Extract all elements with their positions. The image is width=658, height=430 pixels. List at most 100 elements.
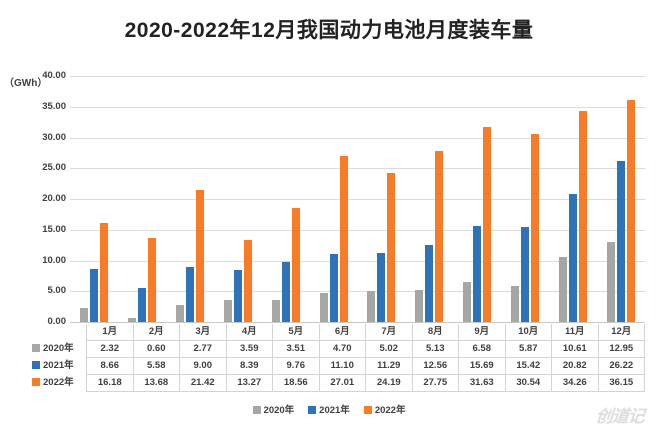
bar-2022年-11月[interactable] <box>579 111 588 322</box>
bar-2020年-2月[interactable] <box>127 318 136 322</box>
y-tick-label: 15.00 <box>42 223 66 235</box>
bar-2022年-9月[interactable] <box>483 127 492 322</box>
bar-2021年-9月[interactable] <box>473 225 482 322</box>
bar-2021年-12月[interactable] <box>617 160 626 322</box>
table-cell: 15.69 <box>458 357 506 375</box>
bar-2020年-9月[interactable] <box>463 281 472 322</box>
bar-2020年-10月[interactable] <box>511 285 520 322</box>
gridline-40.00 <box>70 76 645 77</box>
bar-2021年-4月[interactable] <box>233 270 242 322</box>
table-column-header: 2月 <box>132 324 180 341</box>
bar-2021年-8月[interactable] <box>425 244 434 322</box>
legend-item-2020年[interactable]: 2020年 <box>252 402 294 416</box>
bar-2020年-1月[interactable] <box>79 307 88 322</box>
y-axis-unit-label: （GWh） <box>4 78 48 89</box>
table-row: 2021年 8.66 5.58 9.00 8.39 9.76 11.10 11.29 12.56… <box>28 357 645 375</box>
bar-2021年-10月[interactable] <box>521 227 530 322</box>
bar-2020年-5月[interactable] <box>271 300 280 322</box>
y-tick-label: 40.00 <box>42 70 66 81</box>
table-header-row: 1月 2月 3月 4月 5月 6月 7月 8月 9月 10月 11月 12月 <box>28 324 645 341</box>
bar-2020年-8月[interactable] <box>415 290 424 322</box>
table-cell: 12.95 <box>597 340 645 358</box>
table-column-header: 9月 <box>458 324 506 341</box>
gridline-15.00 <box>70 229 645 231</box>
gridline-0.00 <box>70 322 645 323</box>
bar-group <box>166 76 214 322</box>
series-color-swatch-icon <box>32 378 40 387</box>
chart-title: 2020-2022年12月我国动力电池月度装车量 <box>124 19 534 42</box>
table-cell: 18.56 <box>272 374 320 392</box>
y-tick-label: 30.00 <box>42 131 66 143</box>
gridline-35.00 <box>70 106 645 108</box>
table-cell: 3.59 <box>225 340 273 358</box>
bar-group <box>358 76 406 322</box>
bar-2022年-8月[interactable] <box>435 151 444 322</box>
bar-2021年-6月[interactable] <box>329 253 338 322</box>
watermark: 创道记 <box>594 407 645 426</box>
legend-color-swatch-icon <box>252 406 261 414</box>
bar-2022年-12月[interactable] <box>627 99 636 322</box>
legend-item-2022年[interactable]: 2022年 <box>363 402 405 416</box>
legend-color-swatch-icon <box>308 406 317 414</box>
table-cell: 31.63 <box>458 374 506 392</box>
bar-2021年-2月[interactable] <box>137 287 146 322</box>
table-series-key: 2021年 <box>28 357 87 375</box>
table-cell: 26.22 <box>597 357 645 375</box>
bar-2021年-11月[interactable] <box>569 193 578 322</box>
table-cell: 11.10 <box>318 357 366 375</box>
bar-2022年-5月[interactable] <box>291 207 300 322</box>
table-cell: 0.60 <box>132 340 180 358</box>
bar-2022年-1月[interactable] <box>99 222 108 322</box>
legend-item-2021年[interactable]: 2021年 <box>308 402 350 416</box>
gridline-20.00 <box>70 199 645 200</box>
bar-2020年-6月[interactable] <box>319 293 328 322</box>
series-color-swatch-icon <box>32 344 40 353</box>
table-cell: 8.39 <box>225 357 273 375</box>
table-corner-cell <box>28 324 87 341</box>
table-column-header: 11月 <box>551 324 599 341</box>
y-axis-tick-labels: 40.00 35.00 30.00 25.00 20.00 15.00 10.00 5.00 0… <box>42 71 645 326</box>
gridline-25.00 <box>70 168 645 170</box>
table-cell: 24.19 <box>365 374 413 392</box>
y-tick-label: 10.00 <box>42 254 66 266</box>
table-column-header: 3月 <box>179 324 227 341</box>
table-column-header: 10月 <box>504 324 552 341</box>
table-cell: 5.87 <box>504 340 552 358</box>
bar-2022年-6月[interactable] <box>339 155 348 322</box>
gridline-30.00 <box>70 137 645 139</box>
table-cell: 10.61 <box>551 340 599 358</box>
y-tick-label: 5.00 <box>47 285 67 297</box>
bar-2021年-3月[interactable] <box>185 266 194 322</box>
bar-2021年-1月[interactable] <box>89 268 98 322</box>
table-column-header: 5月 <box>272 324 320 341</box>
bar-group <box>310 76 358 322</box>
y-tick-label: 35.00 <box>42 100 66 112</box>
bar-2020年-12月[interactable] <box>607 242 616 322</box>
bar-2020年-7月[interactable] <box>367 291 376 322</box>
table-cell: 6.58 <box>458 340 506 358</box>
bar-2022年-3月[interactable] <box>195 190 204 322</box>
bar-2020年-11月[interactable] <box>559 256 568 322</box>
bar-groups <box>70 76 645 322</box>
bar-group <box>262 76 310 322</box>
bar-group <box>214 76 262 322</box>
bar-2022年-10月[interactable] <box>531 134 540 322</box>
table-row: 2020年 2.32 0.60 2.77 3.59 3.51 4.70 5.02 5.13 6.5… <box>28 340 645 358</box>
bar-2022年-4月[interactable] <box>243 240 252 322</box>
table-column-header: 6月 <box>318 324 366 341</box>
table-cell: 9.76 <box>272 357 320 375</box>
table-cell: 12.56 <box>411 357 459 375</box>
bar-2021年-5月[interactable] <box>281 261 290 322</box>
table-cell: 20.82 <box>551 357 599 375</box>
table-series-key: 2020年 <box>28 340 87 358</box>
bar-2020年-4月[interactable] <box>223 299 232 322</box>
bar-2020年-3月[interactable] <box>175 304 184 322</box>
table-cell: 13.68 <box>132 374 180 392</box>
table-series-label: 2020年 <box>43 342 74 354</box>
bar-2021年-7月[interactable] <box>377 252 386 322</box>
bar-2022年-2月[interactable] <box>147 237 156 322</box>
chart-data-table: 1月 2月 3月 4月 5月 6月 7月 8月 9月 10月 11月 12月 2020年 2.32 0.60… <box>28 324 645 392</box>
bar-2022年-7月[interactable] <box>387 173 396 322</box>
bar-group <box>549 76 597 322</box>
